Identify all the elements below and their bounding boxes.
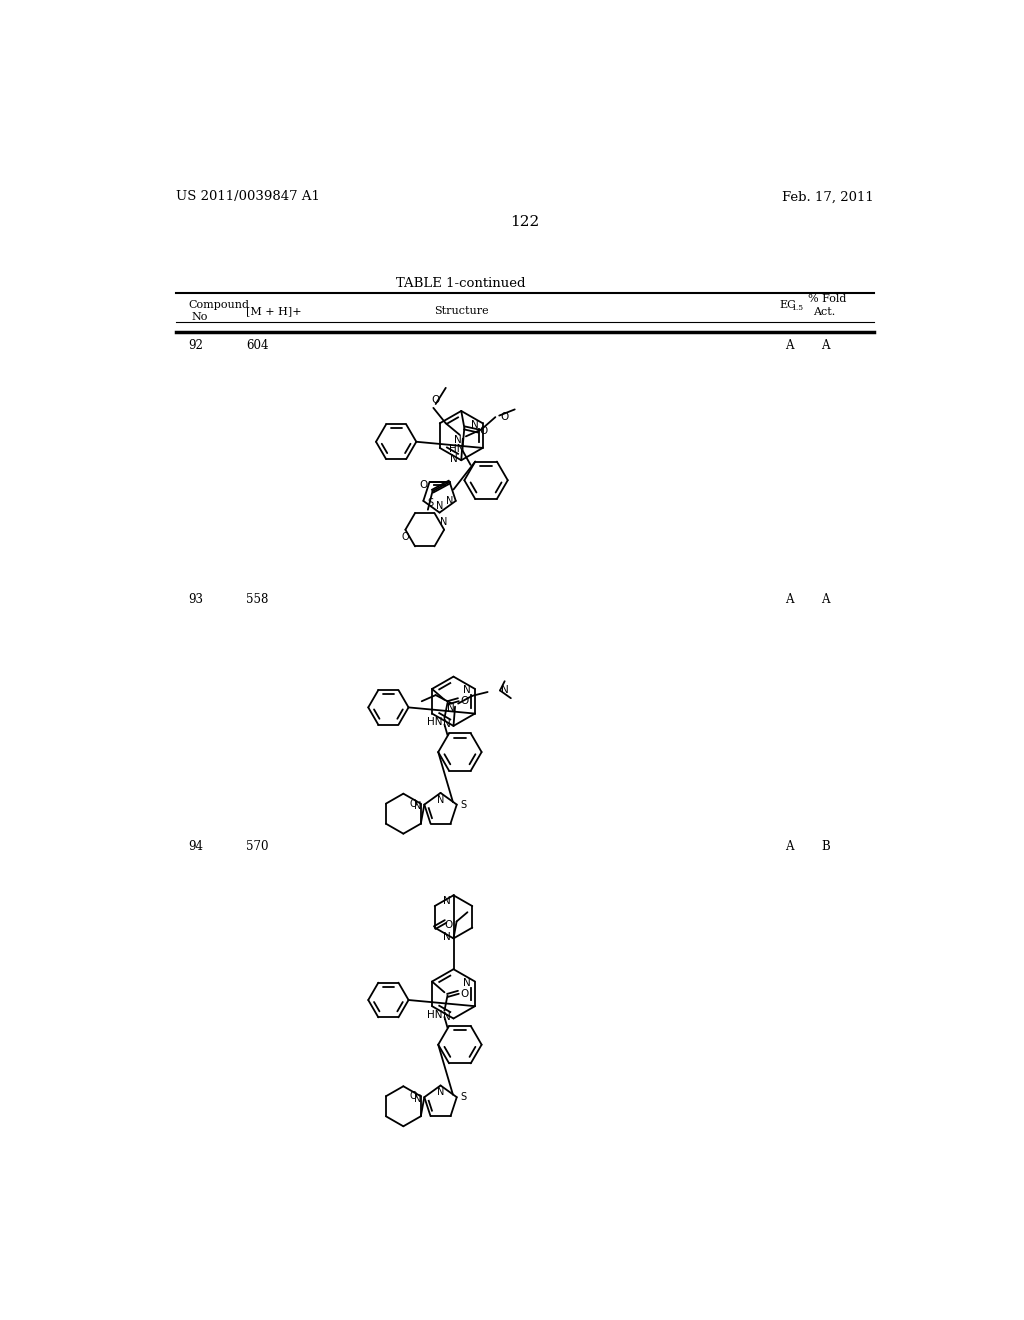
Text: N: N [463,685,471,696]
Text: O: O [444,920,453,929]
Text: A: A [821,593,829,606]
Text: 94: 94 [188,840,204,853]
Text: N: N [437,795,444,805]
Text: Act.: Act. [813,308,836,317]
Text: N: N [414,801,421,810]
Text: 558: 558 [246,593,268,606]
Text: N: N [436,500,443,511]
Text: A: A [785,593,794,606]
Text: O: O [410,799,417,809]
Text: A: A [785,840,794,853]
Text: HN: HN [449,444,464,454]
Text: [M + H]+: [M + H]+ [246,306,301,315]
Text: O: O [401,532,410,543]
Text: O: O [410,1092,417,1101]
Text: O: O [431,395,439,405]
Text: HN: HN [427,717,442,727]
Text: O: O [501,412,509,422]
Text: N: N [440,517,447,527]
Text: S: S [427,498,433,508]
Text: O: O [479,426,487,436]
Text: N: N [443,932,452,942]
Text: 122: 122 [510,215,540,228]
Text: S: S [461,1092,467,1102]
Text: Compound: Compound [188,300,250,310]
Text: N: N [501,685,509,696]
Text: N: N [455,436,462,445]
Text: S: S [461,800,467,809]
Text: US 2011/0039847 A1: US 2011/0039847 A1 [176,190,319,203]
Text: 604: 604 [246,339,268,352]
Text: % Fold: % Fold [809,294,847,305]
Text: HN: HN [427,1010,442,1019]
Text: N: N [446,704,455,713]
Text: O: O [461,696,469,706]
Text: No: No [191,312,208,322]
Text: EC: EC [779,300,796,310]
Text: Structure: Structure [434,306,488,315]
Text: N: N [463,978,471,989]
Text: A: A [785,339,794,352]
Text: Feb. 17, 2011: Feb. 17, 2011 [781,190,873,203]
Text: O: O [419,480,427,490]
Text: TABLE 1-continued: TABLE 1-continued [396,277,526,290]
Text: N: N [437,1088,444,1097]
Text: N: N [414,1094,421,1104]
Text: O: O [461,989,469,999]
Text: N: N [443,896,452,907]
Text: N: N [471,420,479,430]
Text: 92: 92 [188,339,204,352]
Text: N: N [442,1012,451,1022]
Text: 93: 93 [188,593,204,606]
Text: B: B [821,840,829,853]
Text: 570: 570 [246,840,268,853]
Text: 1.5: 1.5 [792,304,804,312]
Text: N: N [442,719,451,730]
Text: N: N [445,496,454,506]
Text: A: A [821,339,829,352]
Text: N: N [451,454,458,463]
